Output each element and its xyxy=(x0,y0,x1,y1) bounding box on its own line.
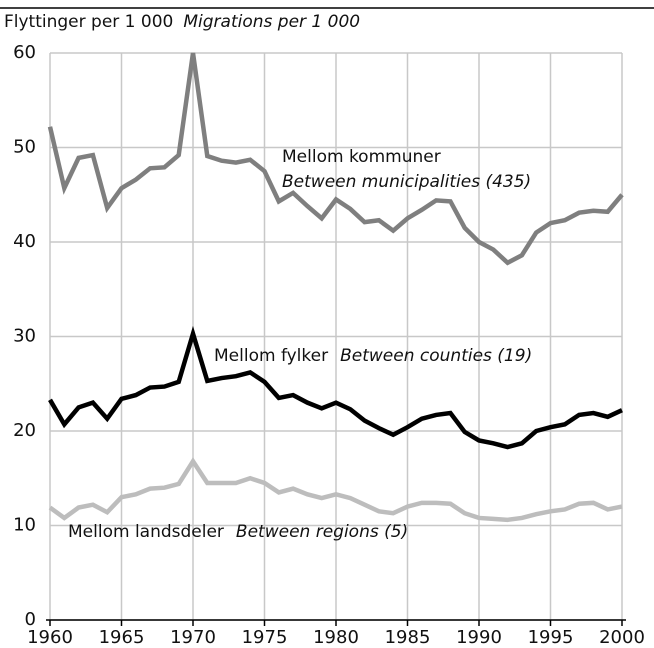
series-line xyxy=(48,457,623,523)
series-label: Mellom fylker xyxy=(214,346,328,366)
x-tick-label: 1980 xyxy=(313,627,359,648)
x-tick-label: 1970 xyxy=(170,627,216,648)
y-tick-label: 30 xyxy=(13,326,36,347)
x-tick-label: 1965 xyxy=(99,627,145,648)
y-tick-label: 50 xyxy=(13,137,36,158)
series-label: Mellom kommuner xyxy=(282,147,441,167)
chart-subtitle: Migrations per 1 000 xyxy=(183,12,360,32)
y-tick-label: 0 xyxy=(25,609,36,630)
y-tick-label: 10 xyxy=(13,515,36,536)
y-tick-label: 60 xyxy=(13,42,36,63)
series-label-en: Between municipalities (435) xyxy=(282,172,531,192)
series-label-en: Between counties (19) xyxy=(340,346,532,366)
y-tick-label: 20 xyxy=(13,420,36,441)
y-tick-label: 40 xyxy=(13,231,36,252)
chart-title: Flyttinger per 1 000 xyxy=(4,12,173,32)
x-tick-label: 1975 xyxy=(242,627,288,648)
x-tick-label: 1960 xyxy=(27,627,73,648)
series-label-en: Between regions (5) xyxy=(236,522,408,542)
x-tick-label: 1995 xyxy=(528,627,574,648)
series-line xyxy=(48,325,623,450)
x-tick-label: 1990 xyxy=(456,627,502,648)
x-tick-label: 1985 xyxy=(385,627,431,648)
x-tick-label: 2000 xyxy=(599,627,645,648)
series-line xyxy=(47,52,624,266)
series-label: Mellom landsdeler xyxy=(68,522,224,542)
